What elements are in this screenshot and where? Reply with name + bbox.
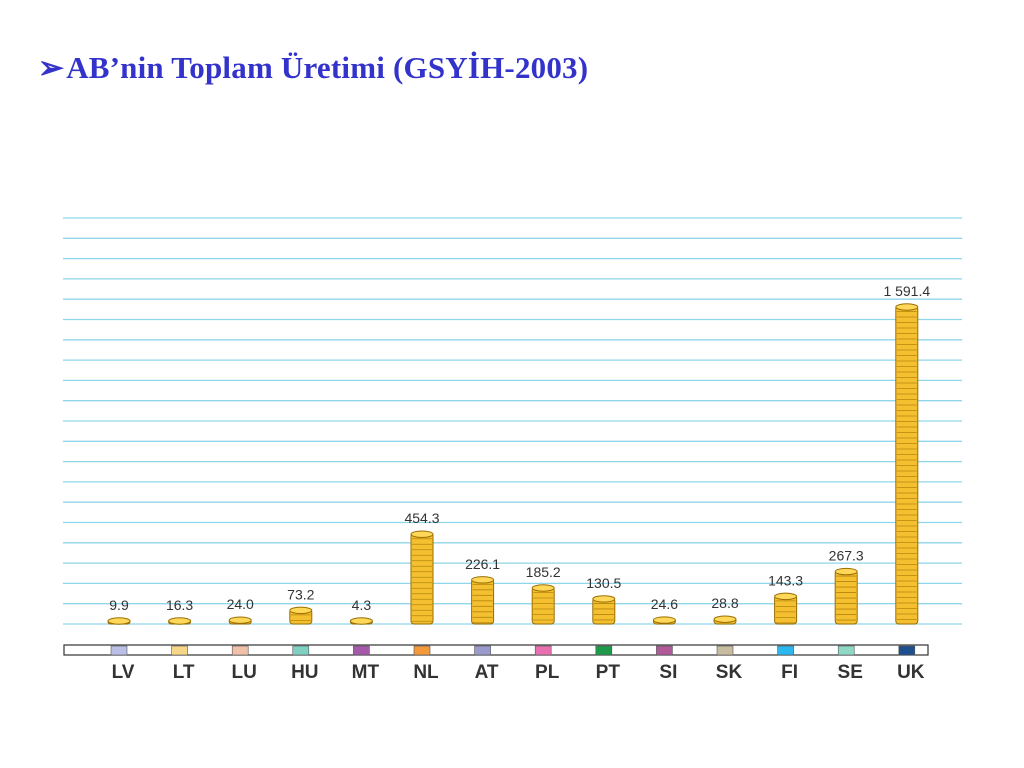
- coin-bar: 24.0: [227, 596, 254, 625]
- value-label: 24.6: [651, 596, 678, 612]
- category-label: PL: [535, 662, 560, 683]
- value-label: 9.9: [109, 597, 129, 613]
- category-color-marker: [292, 645, 310, 656]
- category-label: UK: [897, 662, 925, 683]
- category-label: FI: [781, 662, 798, 683]
- value-label: 24.0: [227, 596, 254, 612]
- value-label: 16.3: [166, 597, 193, 613]
- coin-bar: 1 591.4: [883, 283, 930, 625]
- coin-top: [168, 617, 192, 625]
- coin-top: [774, 592, 798, 601]
- category-color-marker: [777, 645, 794, 656]
- coin-bar: 9.9: [107, 597, 131, 625]
- value-label: 143.3: [768, 572, 803, 588]
- category-color-marker: [171, 645, 188, 656]
- coin-top: [107, 617, 131, 625]
- coin-top: [410, 530, 434, 538]
- arrow-bullet-icon: ➢: [38, 50, 65, 85]
- coin-top: [228, 616, 252, 624]
- value-label: 226.1: [465, 556, 500, 572]
- coin-bar: 185.2: [526, 564, 561, 625]
- category-color-marker: [413, 645, 431, 656]
- category-color-marker: [474, 645, 491, 656]
- category-label: SK: [716, 662, 743, 683]
- category-label: PT: [596, 662, 621, 683]
- value-label: 130.5: [586, 575, 621, 591]
- coin-top: [471, 576, 495, 584]
- category-color-marker: [595, 645, 613, 656]
- coin-top: [652, 616, 676, 624]
- category-label: NL: [413, 662, 439, 683]
- coin-top: [895, 303, 919, 311]
- category-color-marker: [716, 645, 734, 656]
- coin-bar: 28.8: [711, 595, 739, 625]
- coin-bar: 130.5: [586, 575, 622, 625]
- coin-top: [834, 567, 858, 576]
- coin-bar: 24.6: [651, 596, 678, 625]
- coin-bar: 454.3: [404, 510, 440, 625]
- coin-bar: 16.3: [166, 597, 193, 625]
- coin-top: [289, 606, 313, 615]
- category-label: LV: [112, 662, 135, 683]
- category-color-marker: [231, 645, 249, 656]
- value-label: 185.2: [526, 564, 561, 580]
- coin-stack-body: [834, 570, 858, 625]
- category-axis: LV LT LU HU MT NL AT PL PT SI SK FI SE UK: [63, 644, 929, 683]
- coin-top: [531, 584, 555, 592]
- slide-title-text: AB’nin Toplam Üretimi (GSYİH-2003): [66, 50, 589, 85]
- coin-bars: 9.9 16.3 24.0 73.2 4.3 454.3 226.1 185.2 130.5 24…: [107, 283, 930, 625]
- category-color-marker: [353, 645, 370, 656]
- value-label: 267.3: [829, 548, 864, 564]
- category-color-marker: [898, 645, 916, 656]
- category-label: MT: [352, 662, 380, 683]
- coin-bar: 4.3: [349, 597, 373, 625]
- category-label: SE: [838, 662, 863, 683]
- category-label: LU: [232, 662, 257, 683]
- category-label: AT: [475, 662, 499, 683]
- category-label: LT: [173, 662, 195, 683]
- category-label: SI: [659, 662, 677, 683]
- coin-bar: 226.1: [465, 556, 500, 625]
- coin-bar: 267.3: [829, 548, 864, 625]
- axis-baseline: [63, 644, 929, 656]
- coin-top: [349, 617, 373, 625]
- coin-stack-body: [895, 305, 919, 625]
- coin-top: [592, 595, 616, 603]
- value-label: 454.3: [404, 510, 439, 526]
- category-color-marker: [656, 645, 673, 656]
- coin-bar: 143.3: [768, 572, 803, 625]
- value-label: 73.2: [287, 586, 314, 602]
- coin-top: [713, 615, 737, 623]
- category-color-marker: [534, 645, 552, 656]
- slide-title: ➢AB’nin Toplam Üretimi (GSYİH-2003): [38, 50, 588, 86]
- category-color-marker: [110, 645, 128, 656]
- value-label: 1 591.4: [883, 283, 930, 299]
- value-label: 28.8: [711, 595, 738, 611]
- category-color-marker: [837, 645, 855, 656]
- category-label: HU: [291, 662, 318, 683]
- value-label: 4.3: [352, 597, 372, 613]
- coin-bar: 73.2: [287, 586, 315, 625]
- gridlines: [63, 217, 962, 625]
